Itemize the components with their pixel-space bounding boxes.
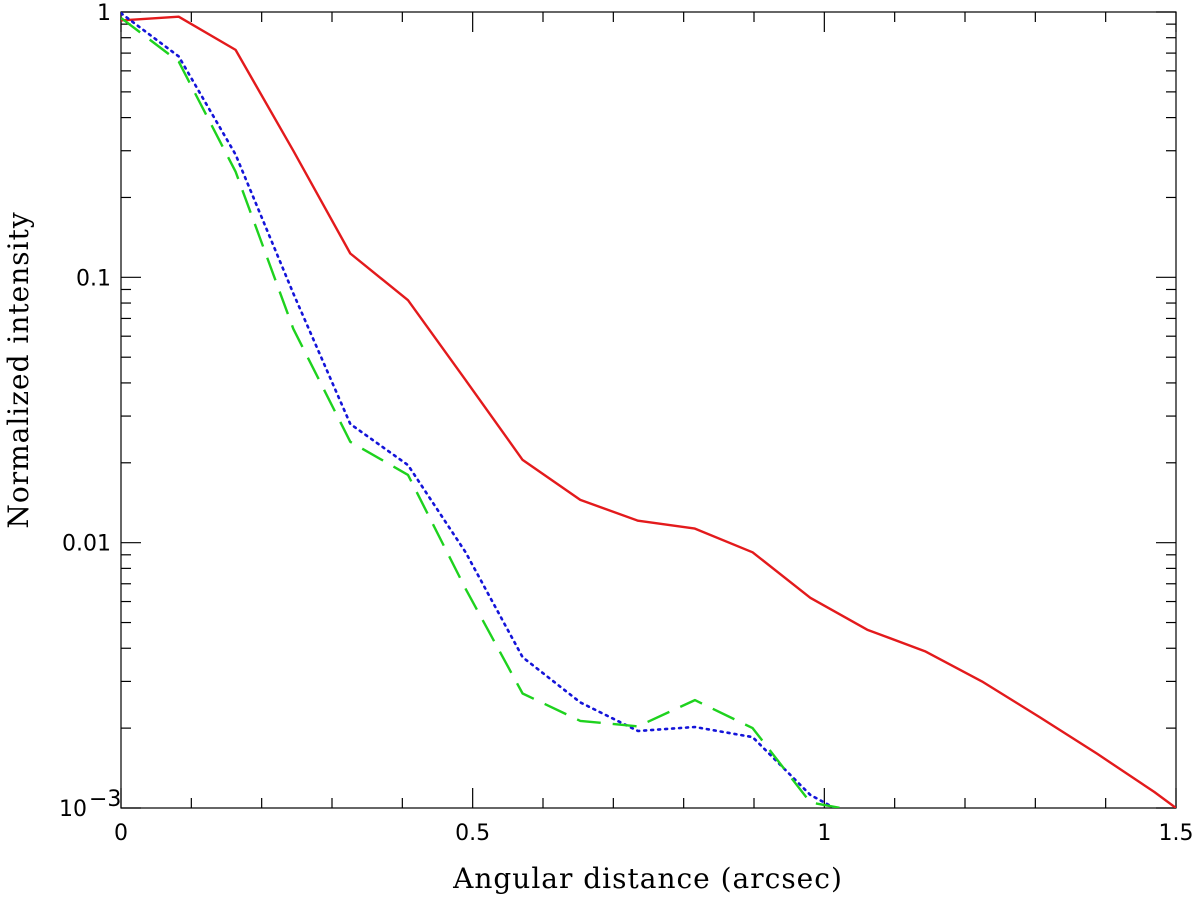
x-axis-title: Angular distance (arcsec) xyxy=(452,862,843,895)
y-tick-label: 0.01 xyxy=(62,532,111,557)
y-tick-label-base: 10 xyxy=(59,797,87,822)
x-tick-label: 1 xyxy=(817,821,831,846)
x-tick-label: 0.5 xyxy=(455,821,490,846)
y-tick-label: 10 xyxy=(59,797,87,822)
y-axis-title: Normalized intensity xyxy=(2,211,35,528)
plot-frame xyxy=(120,11,1177,809)
series-dotted-line xyxy=(121,12,838,808)
y-tick-label: 0.1 xyxy=(76,266,111,291)
tick-labels: 0 0.5 1 1.5 1 0.1 0.01 −310 xyxy=(59,1,1194,846)
y-tick-label-exponent: −3 xyxy=(89,787,121,812)
y-tick-label: 1 xyxy=(97,1,111,26)
series-dashed-line xyxy=(121,16,848,808)
x-tick-label: 1.5 xyxy=(1159,821,1194,846)
series-lines xyxy=(121,12,1176,808)
series-solid-line xyxy=(121,15,1176,808)
x-tick-label: 0 xyxy=(114,821,128,846)
tick-marks xyxy=(120,11,1177,809)
